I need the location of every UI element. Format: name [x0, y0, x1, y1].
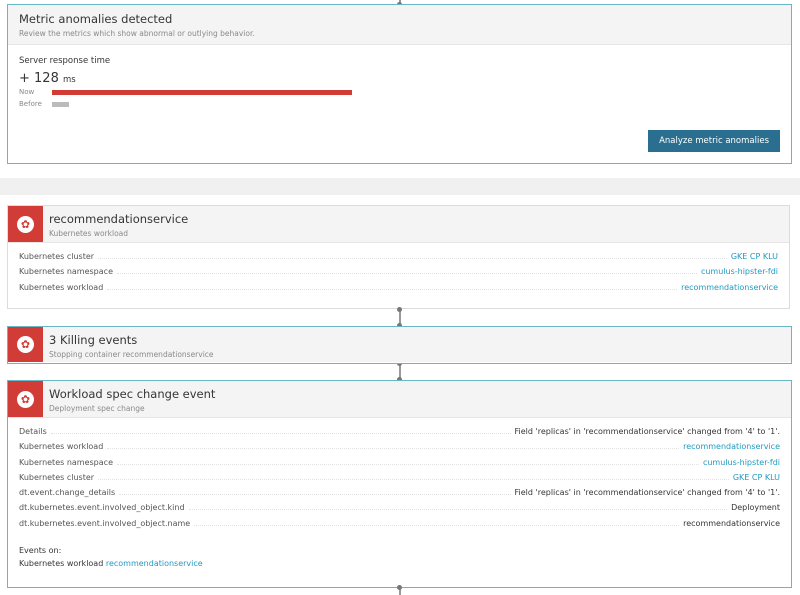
leader-dots — [194, 524, 680, 526]
leader-dots — [50, 433, 511, 434]
connector-line — [399, 588, 401, 595]
property-key: dt.kubernetes.event.involved_object.name — [19, 518, 191, 528]
leader-dots — [116, 463, 699, 465]
property-value[interactable]: GKE CP KLU — [732, 472, 780, 482]
connector-dot — [397, 377, 402, 382]
leader-dots — [116, 273, 697, 275]
property-row: Details Field 'replicas' in 'recommendati… — [8, 427, 791, 442]
leader-dots — [188, 509, 728, 511]
property-key: dt.kubernetes.event.involved_object.kind — [19, 503, 185, 513]
property-key: Kubernetes cluster — [19, 472, 95, 482]
before-label: Before — [19, 100, 42, 108]
kubernetes-icon: ✿ — [8, 327, 43, 362]
spec-title[interactable]: Workload spec change event — [49, 387, 216, 401]
property-row: dt.kubernetes.event.involved_object.kind… — [8, 503, 791, 518]
property-value: recommendationservice — [683, 518, 780, 528]
entity-card: ✿ recommendationservice Kubernetes workl… — [7, 205, 790, 309]
section-divider — [0, 178, 800, 195]
property-value: Deployment — [731, 503, 780, 513]
events-on-link[interactable]: recommendationservice — [105, 559, 203, 569]
metric-anomalies-card: Metric anomalies detected Review the met… — [7, 4, 792, 164]
connector-dot — [397, 307, 402, 312]
metric-delta: + 128 — [19, 71, 59, 86]
property-key: Details — [19, 427, 47, 436]
property-row: Kubernetes cluster GKE CP KLU — [8, 473, 791, 488]
leader-dots — [107, 288, 678, 290]
leader-dots — [119, 494, 511, 496]
card-subtitle: Review the metrics which show abnormal o… — [19, 29, 255, 38]
property-key: Kubernetes workload — [19, 282, 104, 292]
entity-subtitle: Kubernetes workload — [49, 229, 129, 238]
spec-subtitle: Deployment spec change — [49, 404, 145, 413]
property-row: Kubernetes namespace cumulus-hipster-fdi — [8, 267, 789, 282]
connector-dot — [397, 323, 402, 328]
entity-title[interactable]: recommendationservice — [49, 212, 189, 226]
now-label: Now — [19, 88, 35, 96]
killing-events-card[interactable]: ✿ 3 Killing events Stopping container re… — [7, 326, 792, 364]
property-value[interactable]: cumulus-hipster-fdi — [702, 457, 780, 467]
metric-name: Server response time — [19, 56, 111, 66]
leader-dots — [98, 478, 729, 480]
property-value: Field 'replicas' in 'recommendationservi… — [514, 488, 780, 498]
property-row: dt.event.change_details Field 'replicas' … — [8, 488, 791, 503]
metric-unit: ms — [62, 75, 76, 85]
property-row: Kubernetes namespace cumulus-hipster-fdi — [8, 458, 791, 473]
killing-title[interactable]: 3 Killing events — [49, 333, 138, 347]
connector-dot — [397, 585, 402, 590]
property-row: Kubernetes cluster GKE CP KLU — [8, 252, 789, 267]
leader-dots — [98, 258, 727, 259]
property-key: Kubernetes cluster — [19, 252, 95, 261]
property-key: Kubernetes namespace — [19, 457, 113, 467]
property-key: Kubernetes namespace — [19, 267, 113, 277]
property-value[interactable]: recommendationservice — [683, 442, 780, 452]
analyze-metric-anomalies-button[interactable]: Analyze metric anomalies — [648, 130, 780, 152]
property-row: Kubernetes workload recommendationservice — [8, 442, 791, 457]
card-title: Metric anomalies detected — [19, 12, 173, 26]
kubernetes-icon: ✿ — [8, 206, 43, 242]
spec-change-card: ✿ Workload spec change event Deployment … — [7, 380, 792, 588]
property-row: dt.kubernetes.event.involved_object.name… — [8, 519, 791, 534]
property-value[interactable]: recommendationservice — [681, 282, 778, 292]
before-bar — [52, 101, 69, 107]
killing-subtitle: Stopping container recommendationservice — [49, 350, 214, 359]
property-value[interactable]: cumulus-hipster-fdi — [700, 267, 778, 277]
kubernetes-icon: ✿ — [8, 381, 43, 417]
events-on-label: Events on: — [19, 546, 62, 556]
property-value[interactable]: GKE CP KLU — [730, 252, 778, 261]
leader-dots — [107, 448, 680, 450]
now-bar — [52, 89, 352, 95]
property-key: dt.event.change_details — [19, 488, 116, 498]
property-key: Kubernetes workload — [19, 442, 104, 452]
property-value: Field 'replicas' in 'recommendationservi… — [514, 427, 780, 436]
events-on-type: Kubernetes workload — [19, 559, 104, 569]
property-row: Kubernetes workload recommendationservice — [8, 283, 789, 298]
